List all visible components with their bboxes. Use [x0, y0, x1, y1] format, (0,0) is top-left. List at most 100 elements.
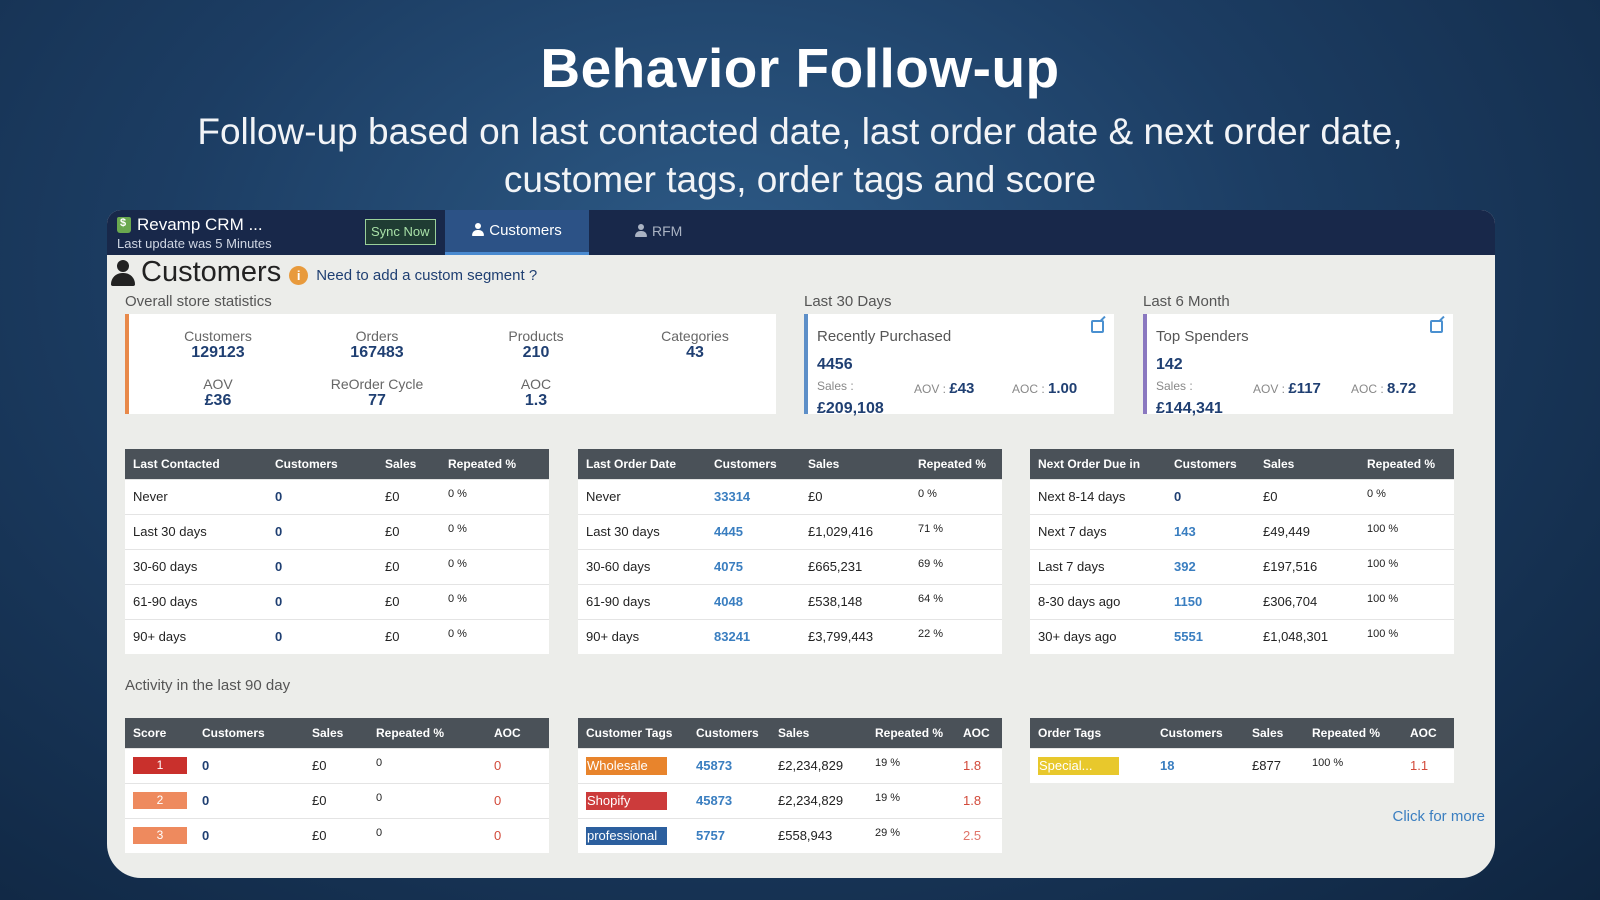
- tab-customers[interactable]: Customers: [445, 210, 589, 255]
- stat-categories: Categories 43: [625, 328, 765, 362]
- row-label: 30-60 days: [125, 548, 267, 584]
- table-row: Never 0 £0 0 %: [125, 478, 549, 514]
- column-header[interactable]: Repeated %: [875, 725, 944, 740]
- column-header[interactable]: Repeated %: [1367, 456, 1436, 471]
- customers-link[interactable]: 392: [1166, 548, 1255, 584]
- column-header[interactable]: Sales: [778, 725, 810, 740]
- customers-link[interactable]: 33314: [706, 478, 800, 514]
- repeated-cell: 64 %: [910, 583, 1002, 619]
- last-order-date-table: Last Order Date Customers Sales Repeated…: [578, 449, 1002, 654]
- score-table: Score Customers Sales Repeated % AOC 1 0 £…: [125, 718, 549, 853]
- customers-link[interactable]: 0: [194, 782, 304, 818]
- column-header[interactable]: Customers: [714, 456, 777, 471]
- column-header[interactable]: Customers: [1160, 725, 1223, 740]
- customers-link[interactable]: 0: [1166, 478, 1255, 514]
- score-badge[interactable]: 3: [133, 827, 187, 845]
- sales-value: £209,108: [817, 400, 884, 417]
- column-header[interactable]: Repeated %: [1312, 725, 1381, 740]
- customers-link[interactable]: 45873: [688, 747, 770, 783]
- column-header[interactable]: Last Order Date: [586, 456, 677, 471]
- column-header[interactable]: Customers: [696, 725, 759, 740]
- customers-link[interactable]: 18: [1152, 747, 1244, 783]
- sales-cell: £877: [1244, 747, 1304, 783]
- column-header[interactable]: Sales: [808, 456, 840, 471]
- sales-cell: £197,516: [1255, 548, 1359, 584]
- customers-link[interactable]: 0: [267, 583, 377, 619]
- sales-cell: £0: [377, 478, 440, 514]
- customers-link[interactable]: 83241: [706, 618, 800, 654]
- column-header[interactable]: Last Contacted: [133, 456, 220, 471]
- column-header[interactable]: Customers: [1174, 456, 1237, 471]
- sync-now-button[interactable]: Sync Now: [365, 219, 436, 245]
- customers-link[interactable]: 1150: [1166, 583, 1255, 619]
- aoc-cell: 0: [486, 747, 549, 783]
- repeated-cell: 100 %: [1359, 513, 1454, 549]
- table-row: 3 0 £0 0 0: [125, 817, 549, 853]
- customers-link[interactable]: 4075: [706, 548, 800, 584]
- customers-link[interactable]: 143: [1166, 513, 1255, 549]
- sales-cell: £0: [304, 747, 368, 783]
- column-header[interactable]: Next Order Due in: [1038, 456, 1141, 471]
- table-row: 30+ days ago 5551 £1,048,301 100 %: [1030, 618, 1454, 654]
- repeated-cell: 19 %: [867, 747, 955, 783]
- customers-link[interactable]: 0: [194, 817, 304, 853]
- repeated-cell: 100 %: [1359, 548, 1454, 584]
- aoc-cell: 0: [486, 817, 549, 853]
- customers-link[interactable]: 4445: [706, 513, 800, 549]
- custom-segment-link[interactable]: Need to add a custom segment ?: [316, 267, 538, 284]
- column-header[interactable]: AOC: [1410, 725, 1437, 740]
- click-for-more-link[interactable]: Click for more: [1392, 808, 1485, 825]
- customers-link[interactable]: 0: [194, 747, 304, 783]
- repeated-cell: 0 %: [910, 478, 1002, 514]
- sales-cell: £0: [800, 478, 910, 514]
- customers-link[interactable]: 5551: [1166, 618, 1255, 654]
- stat-reorder-cycle: ReOrder Cycle 77: [307, 376, 447, 410]
- hero-subtitle: Follow-up based on last contacted date, …: [197, 111, 1403, 200]
- recently-purchased-card[interactable]: Recently Purchased 4456 Sales : £209,108…: [804, 314, 1114, 417]
- sales-cell: £0: [377, 583, 440, 619]
- column-header[interactable]: Sales: [385, 456, 417, 471]
- last-30-days-label: Last 30 Days: [804, 293, 892, 310]
- customers-link[interactable]: 0: [267, 513, 377, 549]
- column-header[interactable]: Customer Tags: [586, 725, 673, 740]
- tag-badge[interactable]: Shopify: [586, 791, 667, 810]
- table-row: 30-60 days 4075 £665,231 69 %: [578, 548, 1002, 584]
- column-header[interactable]: Sales: [1252, 725, 1284, 740]
- sales-cell: £0: [304, 817, 368, 853]
- card-title: Top Spenders: [1156, 328, 1249, 345]
- customers-link[interactable]: 5757: [688, 817, 770, 853]
- top-spenders-card[interactable]: Top Spenders 142 Sales : £144,341 AOV : …: [1143, 314, 1453, 417]
- column-header[interactable]: Sales: [1263, 456, 1295, 471]
- last-contacted-table: Last Contacted Customers Sales Repeated …: [125, 449, 549, 654]
- tag-badge[interactable]: Special...: [1038, 756, 1119, 775]
- column-header[interactable]: AOC: [494, 725, 521, 740]
- column-header[interactable]: Order Tags: [1038, 725, 1102, 740]
- sales-cell: £2,234,829: [770, 747, 867, 783]
- column-header[interactable]: Repeated %: [918, 456, 987, 471]
- table-header-row: Score Customers Sales Repeated % AOC: [125, 718, 549, 748]
- tab-rfm[interactable]: RFM: [635, 210, 682, 255]
- score-badge[interactable]: 1: [133, 757, 187, 774]
- customers-link[interactable]: 0: [267, 478, 377, 514]
- external-link-icon[interactable]: [1091, 320, 1104, 333]
- column-header[interactable]: Customers: [202, 725, 265, 740]
- column-header[interactable]: AOC: [963, 725, 990, 740]
- score-badge[interactable]: 2: [133, 792, 187, 809]
- column-header[interactable]: Repeated %: [376, 725, 445, 740]
- info-icon[interactable]: i: [289, 266, 309, 285]
- customers-link[interactable]: 0: [267, 618, 377, 654]
- tag-badge[interactable]: professional: [586, 826, 667, 845]
- sales-cell: £3,799,443: [800, 618, 910, 654]
- column-header[interactable]: Repeated %: [448, 456, 517, 471]
- brand-name[interactable]: Revamp CRM ...: [137, 215, 263, 234]
- customers-link[interactable]: 45873: [688, 782, 770, 818]
- column-header[interactable]: Score: [133, 725, 167, 740]
- customers-link[interactable]: 4048: [706, 583, 800, 619]
- aoc-cell: 2.5: [955, 817, 1002, 853]
- sales-cell: £665,231: [800, 548, 910, 584]
- customers-link[interactable]: 0: [267, 548, 377, 584]
- tag-badge[interactable]: Wholesale: [586, 756, 667, 775]
- column-header[interactable]: Customers: [275, 456, 338, 471]
- column-header[interactable]: Sales: [312, 725, 344, 740]
- external-link-icon[interactable]: [1430, 320, 1443, 333]
